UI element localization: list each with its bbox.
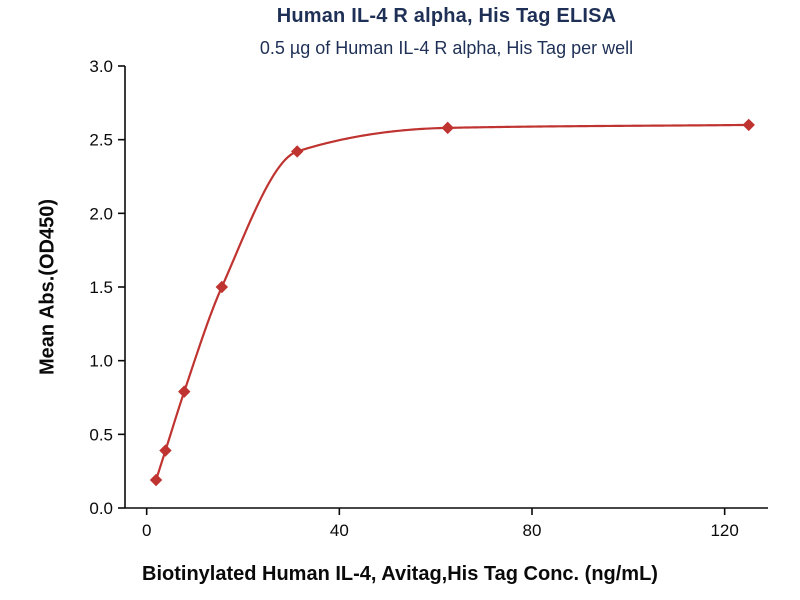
y-tick-label: 3.0	[89, 57, 113, 76]
y-tick-label: 2.5	[89, 131, 113, 150]
x-tick-label: 80	[523, 521, 542, 540]
data-point-marker	[159, 444, 172, 457]
y-tick-label: 0.0	[89, 499, 113, 518]
data-point-marker	[178, 385, 191, 398]
x-tick-label: 0	[142, 521, 151, 540]
data-point-marker	[742, 118, 755, 132]
y-tick-label: 0.5	[89, 425, 113, 444]
y-tick-label: 2.0	[89, 204, 113, 223]
x-axis-title: Biotinylated Human IL-4, Avitag,His Tag …	[142, 563, 658, 585]
data-point-marker	[441, 121, 454, 135]
data-point-marker	[290, 145, 304, 158]
y-tick-label: 1.5	[89, 278, 113, 297]
fit-curve	[154, 123, 750, 482]
x-tick-label: 40	[330, 521, 349, 540]
chart-subtitle: 0.5 µg of Human IL-4 R alpha, His Tag pe…	[259, 38, 634, 58]
x-tick-label: 120	[710, 521, 738, 540]
data-point-marker	[215, 280, 229, 294]
y-tick-label: 1.0	[89, 352, 113, 371]
chart-title: Human IL-4 R alpha, His Tag ELISA	[276, 5, 617, 27]
data-point-marker	[149, 473, 163, 487]
